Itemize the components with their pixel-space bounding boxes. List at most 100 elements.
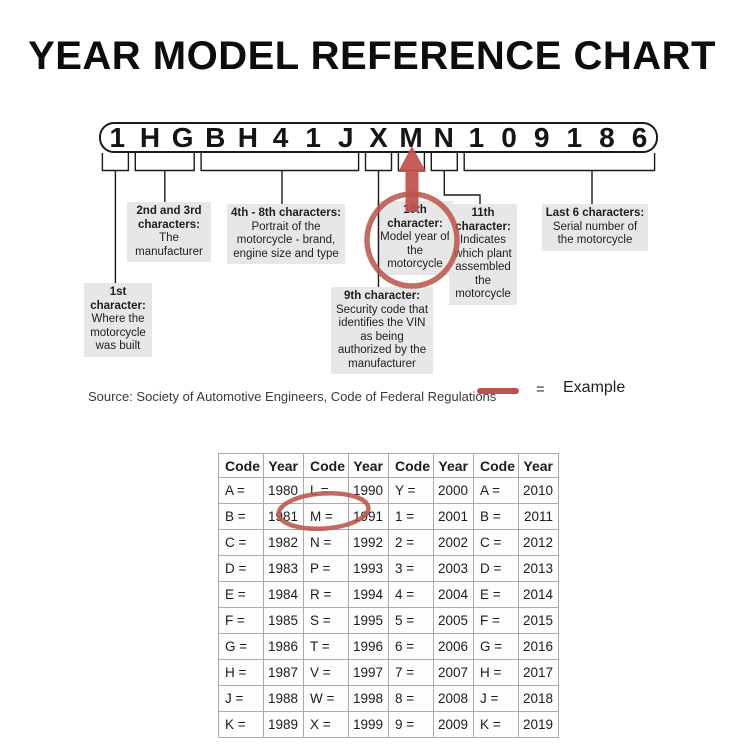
year-cell: 1997 (348, 659, 389, 686)
annotation-11th-character: 11th character: Indicates which plant as… (449, 204, 517, 305)
code-cell: E = (218, 581, 264, 608)
table-row: K = 1989 X = 1999 9 = 2009 K = 2019 (218, 711, 559, 738)
code-cell: 7 = (388, 659, 434, 686)
annotation-2nd-3rd-characters: 2nd and 3rd characters: The manufacturer (127, 202, 211, 262)
code-cell: 2 = (388, 529, 434, 556)
annotation-title: 10th character: (387, 204, 443, 230)
vin-character: 8 (599, 122, 615, 153)
year-table-header-cell: Code (473, 453, 519, 478)
vin-character: 1 (109, 122, 126, 153)
annotation-title: 9th character: (343, 290, 421, 302)
code-cell: H = (218, 659, 264, 686)
year-cell: 1994 (348, 581, 389, 608)
code-cell: E = (473, 581, 519, 608)
code-cell: M = (303, 503, 349, 530)
year-cell: 1984 (263, 581, 304, 608)
code-cell: L = (303, 477, 349, 504)
code-cell: B = (218, 503, 264, 530)
annotation-title: 1st character: (90, 286, 146, 312)
vin-character: H (139, 122, 161, 153)
year-cell: 2012 (518, 529, 559, 556)
year-cell: 2009 (433, 711, 474, 738)
year-cell: 1999 (348, 711, 389, 738)
year-cell: 1990 (348, 477, 389, 504)
year-cell: 2003 (433, 555, 474, 582)
annotation-9th-character: 9th character: Security code that identi… (331, 287, 433, 374)
year-cell: 2014 (518, 581, 559, 608)
year-cell: 1985 (263, 607, 304, 634)
code-cell: F = (473, 607, 519, 634)
year-cell: 2002 (433, 529, 474, 556)
year-cell: 1981 (263, 503, 304, 530)
legend-example-label: Example (563, 379, 626, 396)
example-red-line-icon (477, 388, 519, 394)
code-cell: K = (218, 711, 264, 738)
year-cell: 1986 (263, 633, 304, 660)
year-code-table: Code Year Code Year Code Year Code Year A = 1980… (218, 453, 559, 738)
year-cell: 1989 (263, 711, 304, 738)
vin-character: 0 (501, 122, 517, 153)
annotation-title: 11th character: (455, 207, 511, 233)
year-cell: 2016 (518, 633, 559, 660)
vin-character: 1 (468, 122, 485, 153)
code-cell: D = (218, 555, 264, 582)
year-cell: 1988 (263, 685, 304, 712)
year-cell: 2001 (433, 503, 474, 530)
annotation-body: Portrait of the motorcycle - brand, engi… (233, 220, 339, 260)
table-row: J = 1988 W = 1998 8 = 2008 J = 2018 (218, 685, 559, 712)
code-cell: F = (218, 607, 264, 634)
year-table-header-cell: Year (348, 453, 389, 478)
table-row: H = 1987 V = 1997 7 = 2007 H = 2017 (218, 659, 559, 686)
code-cell: 4 = (388, 581, 434, 608)
year-cell: 1982 (263, 529, 304, 556)
table-row: D = 1983 P = 1993 3 = 2003 D = 2013 (218, 555, 559, 582)
year-cell: 2007 (433, 659, 474, 686)
code-cell: T = (303, 633, 349, 660)
year-cell: 1996 (348, 633, 389, 660)
annotation-last-6-characters: Last 6 characters: Serial number of the … (542, 204, 648, 251)
source-citation: Source: Society of Automotive Engineers,… (88, 389, 497, 404)
code-cell: 5 = (388, 607, 434, 634)
annotation-body: The manufacturer (135, 232, 203, 258)
year-cell: 2015 (518, 607, 559, 634)
annotation-1st-character: 1st character: Where the motorcycle was … (84, 283, 152, 357)
code-cell: J = (218, 685, 264, 712)
annotation-body: Where the motorcycle was built (90, 313, 146, 352)
code-cell: 1 = (388, 503, 434, 530)
annotation-4th-8th-characters: 4th - 8th characters: Portrait of the mo… (227, 204, 345, 264)
vin-character: X (369, 122, 388, 153)
table-row: F = 1985 S = 1995 5 = 2005 F = 2015 (218, 607, 559, 634)
code-cell: C = (473, 529, 519, 556)
code-cell: K = (473, 711, 519, 738)
code-cell: R = (303, 581, 349, 608)
year-cell: 1995 (348, 607, 389, 634)
code-cell: A = (218, 477, 264, 504)
vin-character: N (433, 122, 454, 153)
code-cell: H = (473, 659, 519, 686)
table-row: A = 1980 L = 1990 Y = 2000 A = 2010 (218, 477, 559, 504)
code-cell: D = (473, 555, 519, 582)
year-cell: 1992 (348, 529, 389, 556)
annotation-body: Model year of the motorcycle (380, 231, 450, 270)
table-row: C = 1982 N = 1992 2 = 2002 C = 2012 (218, 529, 559, 556)
year-cell: 1991 (348, 503, 389, 530)
code-cell: 9 = (388, 711, 434, 738)
year-cell: 2011 (518, 503, 559, 530)
year-cell: 1998 (348, 685, 389, 712)
year-table-header-cell: Code (303, 453, 349, 478)
legend-equals-sign: = (536, 381, 545, 398)
annotation-body: Security code that identifies the VIN as… (335, 303, 429, 370)
annotation-title: Last 6 characters: (545, 207, 645, 219)
vin-character: M (399, 122, 423, 153)
code-cell: S = (303, 607, 349, 634)
year-cell: 2018 (518, 685, 559, 712)
code-cell: V = (303, 659, 349, 686)
code-cell: 8 = (388, 685, 434, 712)
year-cell: 2004 (433, 581, 474, 608)
year-table-body: A = 1980 L = 1990 Y = 2000 A = 2010 B = 1981 M = 19… (218, 477, 559, 738)
year-cell: 2019 (518, 711, 559, 738)
code-cell: Y = (388, 477, 434, 504)
vin-character: 1 (566, 122, 583, 153)
vin-character: 4 (272, 122, 289, 153)
